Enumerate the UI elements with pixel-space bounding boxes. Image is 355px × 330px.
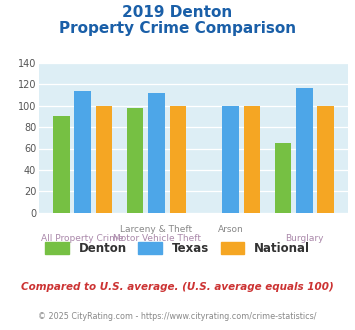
Text: Arson: Arson: [218, 225, 243, 234]
Bar: [96, 106, 112, 213]
Text: © 2025 CityRating.com - https://www.cityrating.com/crime-statistics/: © 2025 CityRating.com - https://www.city…: [38, 312, 317, 321]
Bar: [317, 106, 334, 213]
Bar: [170, 106, 186, 213]
Text: Burglary: Burglary: [285, 234, 323, 243]
Text: Larceny & Theft: Larceny & Theft: [120, 225, 193, 234]
Bar: [127, 108, 143, 213]
Bar: [53, 116, 70, 213]
Bar: [296, 88, 312, 213]
Bar: [222, 106, 239, 213]
Bar: [75, 90, 91, 213]
Text: Property Crime Comparison: Property Crime Comparison: [59, 21, 296, 36]
Bar: [244, 106, 260, 213]
Text: 2019 Denton: 2019 Denton: [122, 5, 233, 20]
Text: Compared to U.S. average. (U.S. average equals 100): Compared to U.S. average. (U.S. average …: [21, 282, 334, 292]
Legend: Denton, Texas, National: Denton, Texas, National: [41, 237, 314, 260]
Bar: [275, 143, 291, 213]
Text: Motor Vehicle Theft: Motor Vehicle Theft: [113, 234, 201, 243]
Text: All Property Crime: All Property Crime: [42, 234, 124, 243]
Bar: [148, 93, 165, 213]
